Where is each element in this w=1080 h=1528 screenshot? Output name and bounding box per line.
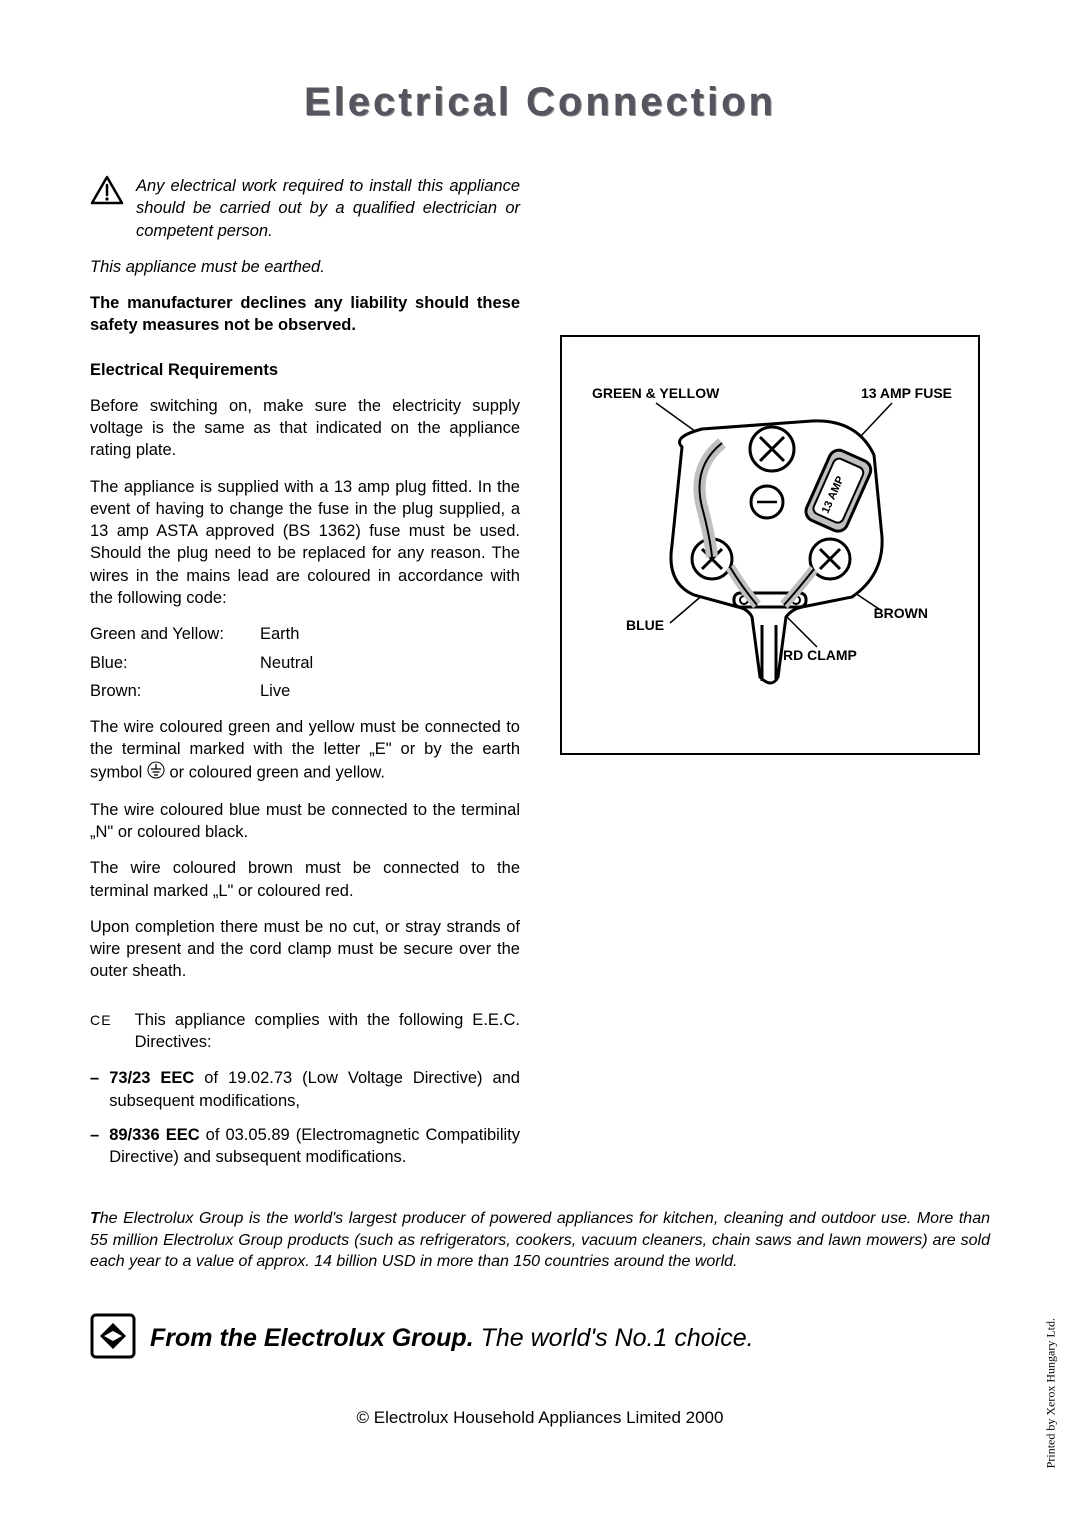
copyright: © Electrolux Household Appliances Limite…	[90, 1408, 990, 1428]
wire-table: Green and Yellow: Earth Blue: Neutral Br…	[90, 623, 520, 702]
tagline-italic: The world's No.1 choice.	[474, 1324, 754, 1352]
warning-icon	[90, 175, 124, 242]
earth-icon	[147, 761, 165, 785]
wire-para-1b: or coloured green and yellow.	[169, 763, 385, 781]
dir1-bold: 73/23 EEC	[109, 1069, 194, 1087]
table-row: Brown: Live	[90, 680, 520, 702]
electrolux-logo-icon	[90, 1313, 136, 1364]
right-column: GREEN & YELLOW 13 AMP FUSE BLUE BROWN CO…	[560, 175, 990, 1180]
wire-label: Green and Yellow:	[90, 623, 260, 645]
side-print-text: Printed by Xerox Hungary Ltd.	[1043, 1318, 1058, 1468]
wire-para-2: The wire coloured blue must be connected…	[90, 799, 520, 844]
ce-text: This appliance complies with the followi…	[135, 1009, 520, 1054]
table-row: Blue: Neutral	[90, 652, 520, 674]
warning-text: Any electrical work required to install …	[136, 175, 520, 242]
directive-2: – 89/336 EEC of 03.05.89 (Electromagneti…	[90, 1124, 520, 1169]
left-column: Any electrical work required to install …	[90, 175, 520, 1180]
liability-text: The manufacturer declines any liability …	[90, 292, 520, 337]
group-para-lead: T	[90, 1210, 100, 1227]
directive-1: – 73/23 EEC of 19.02.73 (Low Voltage Dir…	[90, 1067, 520, 1112]
wire-value: Neutral	[260, 652, 313, 674]
tagline: From the Electrolux Group. The world's N…	[150, 1324, 754, 1353]
dash-icon: –	[90, 1067, 99, 1112]
wire-para-4: Upon completion there must be no cut, or…	[90, 916, 520, 983]
dash-icon: –	[90, 1124, 99, 1169]
wire-para-3: The wire coloured brown must be connecte…	[90, 857, 520, 902]
table-row: Green and Yellow: Earth	[90, 623, 520, 645]
group-paragraph: The Electrolux Group is the world's larg…	[90, 1208, 990, 1273]
plug-diagram: GREEN & YELLOW 13 AMP FUSE BLUE BROWN CO…	[560, 335, 980, 755]
ce-mark-icon: C E	[90, 1011, 111, 1054]
wire-label: Blue:	[90, 652, 260, 674]
earthed-text: This appliance must be earthed.	[90, 256, 520, 278]
req-para-1: Before switching on, make sure the elect…	[90, 395, 520, 462]
requirements-heading: Electrical Requirements	[90, 359, 520, 381]
wire-label: Brown:	[90, 680, 260, 702]
dir2-bold: 89/336 EEC	[109, 1126, 199, 1144]
wire-value: Earth	[260, 623, 299, 645]
wire-value: Live	[260, 680, 290, 702]
page-title: Electrical Connection	[90, 80, 990, 125]
group-para-body: he Electrolux Group is the world's large…	[90, 1210, 990, 1270]
tagline-bold: From the Electrolux Group.	[150, 1324, 474, 1352]
wire-para-1: The wire coloured green and yellow must …	[90, 716, 520, 785]
req-para-2: The appliance is supplied with a 13 amp …	[90, 476, 520, 610]
